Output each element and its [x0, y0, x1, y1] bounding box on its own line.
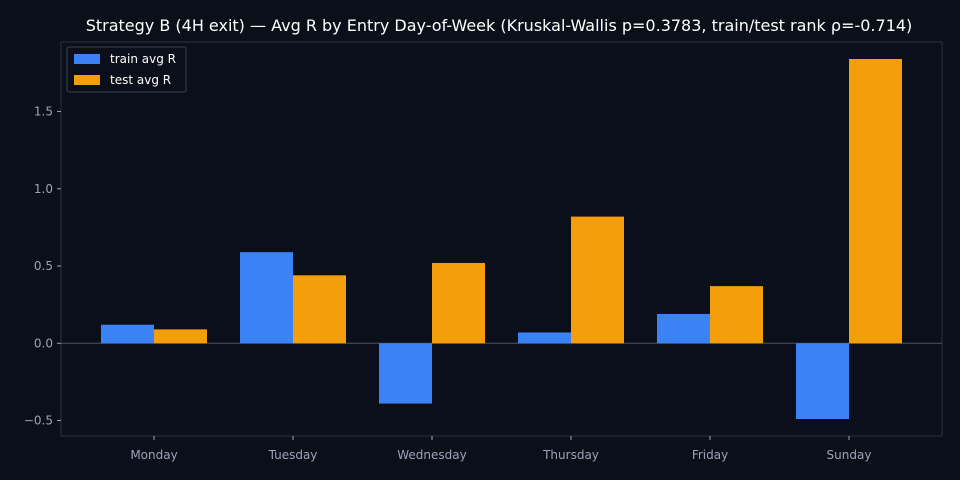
x-axis: Monday Tuesday Wednesday Thursday Friday Sund…	[130, 436, 871, 462]
bar-test	[293, 275, 346, 344]
bar-test	[432, 262, 485, 344]
y-tick-label: −0.5	[24, 414, 53, 428]
y-tick-label: 1.5	[34, 105, 53, 119]
plot-area	[60, 41, 943, 437]
bar-train	[796, 343, 849, 420]
y-tick-label: 0.5	[34, 259, 53, 273]
legend: train avg R test avg R	[66, 46, 187, 93]
bar-train	[101, 324, 154, 344]
chart-title: Strategy B (4H exit) — Avg R by Entry Da…	[86, 16, 913, 35]
legend-label-test: test avg R	[110, 73, 171, 87]
bar-train	[240, 252, 293, 344]
bar-train	[657, 313, 710, 344]
y-axis: −0.5 0.0 0.5 1.0 1.5	[24, 105, 61, 428]
x-tick-label: Wednesday	[397, 448, 466, 462]
x-tick-label: Tuesday	[268, 448, 318, 462]
bar-test	[571, 216, 624, 344]
bar-test	[710, 286, 763, 344]
legend-swatch-test	[74, 75, 100, 85]
bars	[101, 58, 902, 420]
bar-train	[518, 332, 571, 344]
x-tick-label: Monday	[130, 448, 177, 462]
legend-label-train: train avg R	[110, 52, 176, 66]
y-tick-label: 0.0	[34, 336, 53, 350]
bar-test	[849, 58, 902, 344]
x-tick-label: Thursday	[542, 448, 599, 462]
y-tick-label: 1.0	[34, 182, 53, 196]
bar-test	[154, 329, 207, 344]
x-tick-label: Friday	[692, 448, 728, 462]
x-tick-label: Sunday	[827, 448, 872, 462]
bar-train	[379, 343, 432, 404]
legend-swatch-train	[74, 54, 100, 64]
